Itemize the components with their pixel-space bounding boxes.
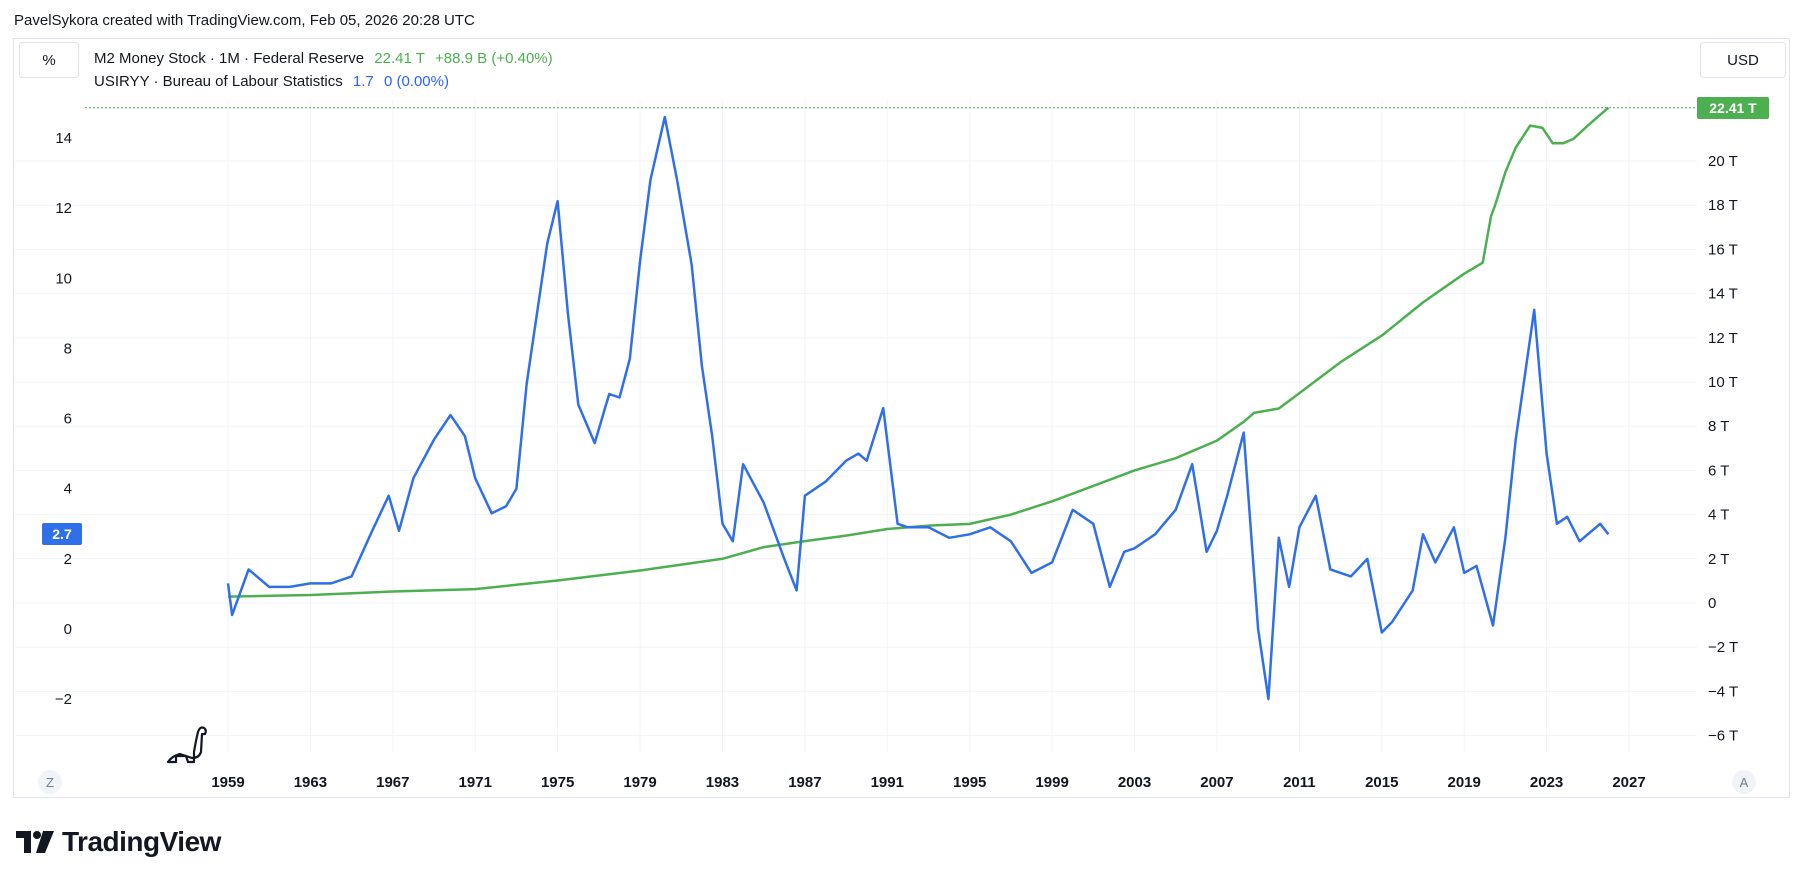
right-tick-label: 14 T xyxy=(1708,286,1738,303)
left-tick-label: −2 xyxy=(55,691,72,708)
right-tick-label: −4 T xyxy=(1708,683,1738,700)
legend-usiryy[interactable]: USIRYY · Bureau of Labour Statistics 1.7… xyxy=(94,73,455,90)
x-tick-label: 1991 xyxy=(871,774,904,791)
auto-scale-button[interactable]: A xyxy=(1732,770,1756,794)
x-tick-label: 1999 xyxy=(1035,774,1068,791)
x-tick-label: 1987 xyxy=(788,774,821,791)
series-line-usiryy xyxy=(226,115,1610,701)
right-tick-label: 6 T xyxy=(1708,462,1729,479)
x-tick-label: 1995 xyxy=(953,774,986,791)
left-tick-label: 0 xyxy=(64,621,72,638)
x-tick-label: 2011 xyxy=(1283,774,1316,791)
right-tick-label: 16 T xyxy=(1708,241,1738,258)
x-tick-label: 1959 xyxy=(211,774,244,791)
right-tick-label: 10 T xyxy=(1708,374,1738,391)
x-tick-label: 2003 xyxy=(1118,774,1151,791)
x-tick-label: 1967 xyxy=(376,774,409,791)
x-tick-label: 2015 xyxy=(1365,774,1398,791)
x-tick-label: 1971 xyxy=(459,774,492,791)
legend-m2[interactable]: M2 Money Stock · 1M · Federal Reserve 22… xyxy=(94,50,559,67)
tradingview-logo-text: TradingView xyxy=(62,826,221,857)
left-tick-label: 6 xyxy=(64,411,72,428)
right-tick-label: 4 T xyxy=(1708,507,1729,524)
legend-usiryy-name: USIRYY · Bureau of Labour Statistics xyxy=(94,73,343,90)
right-tick-label: 18 T xyxy=(1708,197,1738,214)
last-value-tag-m2: 22.41 T xyxy=(1697,96,1769,119)
x-tick-label: 1963 xyxy=(294,774,327,791)
right-tick-label: 2 T xyxy=(1708,551,1729,568)
right-axis: 20 T 18 T 16 T 14 T 12 T 10 T 8 T 6 T 4 T 2 T 0 −2 … xyxy=(1708,153,1738,745)
legend-usiryy-value: 1.7 xyxy=(352,73,374,90)
right-tick-label: −2 T xyxy=(1708,639,1738,656)
legend-m2-value: 22.41 T xyxy=(374,50,425,67)
grid xyxy=(15,100,1697,752)
x-tick-label: 2023 xyxy=(1530,774,1563,791)
x-axis: 1959 1963 1967 1971 1975 1979 1983 1987 1991 1995… xyxy=(211,774,1645,791)
tradingview-logo[interactable]: TradingView xyxy=(16,826,221,858)
left-tick-label: 2 xyxy=(64,551,72,568)
zoom-reset-button[interactable]: Z xyxy=(38,770,62,794)
left-tick-label: 8 xyxy=(64,340,72,357)
right-tick-label: 0 xyxy=(1708,595,1716,612)
left-scale-button[interactable]: % xyxy=(19,42,79,78)
legend-usiryy-change: 0 (0.00%) xyxy=(383,73,449,90)
x-tick-label: 1975 xyxy=(541,774,574,791)
tradingview-logo-icon xyxy=(16,831,54,853)
x-tick-label: 1983 xyxy=(706,774,739,791)
currency-button[interactable]: USD xyxy=(1700,42,1786,78)
right-tick-label: −6 T xyxy=(1708,728,1738,745)
last-value-tag-usiryy: 2.7 xyxy=(42,523,82,546)
chart-frame xyxy=(13,38,1790,798)
left-tick-label: 12 xyxy=(55,200,72,217)
left-axis: 14 12 10 8 6 4 2 0 −2 xyxy=(55,130,72,708)
x-tick-label: 2019 xyxy=(1447,774,1480,791)
dinosaur-icon[interactable] xyxy=(166,726,207,764)
x-tick-label: 2007 xyxy=(1200,774,1233,791)
chart-credit: PavelSykora created with TradingView.com… xyxy=(14,12,475,29)
legend-m2-name: M2 Money Stock · 1M · Federal Reserve xyxy=(94,50,365,67)
right-tick-label: 8 T xyxy=(1708,418,1729,435)
left-tick-label: 4 xyxy=(64,481,72,498)
left-tick-label: 10 xyxy=(55,270,72,287)
legend-m2-change: +88.9 B (+0.40%) xyxy=(435,50,553,67)
series-line-m2 xyxy=(227,106,1610,598)
x-tick-label: 2027 xyxy=(1612,774,1645,791)
left-tick-label: 14 xyxy=(55,130,72,147)
right-tick-label: 20 T xyxy=(1708,153,1738,170)
x-tick-label: 1979 xyxy=(623,774,656,791)
right-tick-label: 12 T xyxy=(1708,330,1738,347)
